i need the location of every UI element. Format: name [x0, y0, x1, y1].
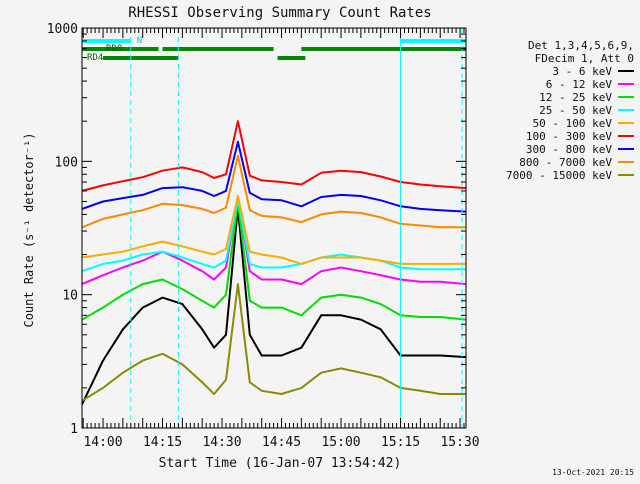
x-axis-label: Start Time (16-Jan-07 13:54:42) [159, 456, 402, 471]
legend-entry: 100 - 300 keV [526, 130, 612, 143]
plot-area [82, 28, 466, 428]
x-tick-label: 14:30 [202, 435, 241, 450]
series-line [81, 200, 467, 321]
series-line [81, 195, 466, 265]
legend-entry: 7000 - 15000 keV [506, 169, 612, 182]
legend-entry: 3 - 6 keV [552, 65, 612, 78]
state-bar-label: N [137, 36, 142, 46]
legend-entry: 12 - 25 keV [539, 91, 612, 104]
x-tick-label: 15:00 [321, 435, 360, 450]
y-axis-label: Count Rate (s⁻¹ detector⁻¹) [22, 132, 36, 327]
y-tick-label: 1 [70, 422, 78, 437]
chart-title: RHESSI Observing Summary Count Rates [128, 5, 431, 21]
x-tick-label: 14:00 [83, 435, 122, 450]
legend-header: FDecim 1, Att 0 [535, 52, 634, 65]
legend-entry: 25 - 50 keV [539, 104, 612, 117]
series-line [81, 140, 467, 213]
state-bar-label: RD4 [87, 53, 103, 63]
y-tick-label: 1000 [47, 22, 78, 37]
series-line [81, 154, 466, 229]
legend-entry: 300 - 800 keV [526, 143, 612, 156]
state-bar-label: RD0 [106, 44, 122, 54]
x-tick-label: 15:30 [440, 435, 479, 450]
y-tick-label: 10 [62, 289, 78, 304]
series-line [81, 198, 466, 273]
series-line [81, 206, 467, 405]
x-tick-label: 14:15 [143, 435, 182, 450]
x-tick-label: 14:45 [262, 435, 301, 450]
legend-entry: 50 - 100 keV [533, 117, 613, 130]
legend-entry: 800 - 7000 keV [519, 156, 612, 169]
x-tick-label: 15:15 [381, 435, 420, 450]
legend-entry: 6 - 12 keV [546, 78, 613, 91]
y-tick-label: 100 [55, 155, 78, 170]
series-line [81, 120, 467, 192]
legend-header: Det 1,3,4,5,6,9, [528, 39, 634, 52]
footer-timestamp: 13-Oct-2021 20:15 [552, 468, 634, 477]
series-line [81, 283, 466, 402]
series-line [81, 195, 467, 286]
